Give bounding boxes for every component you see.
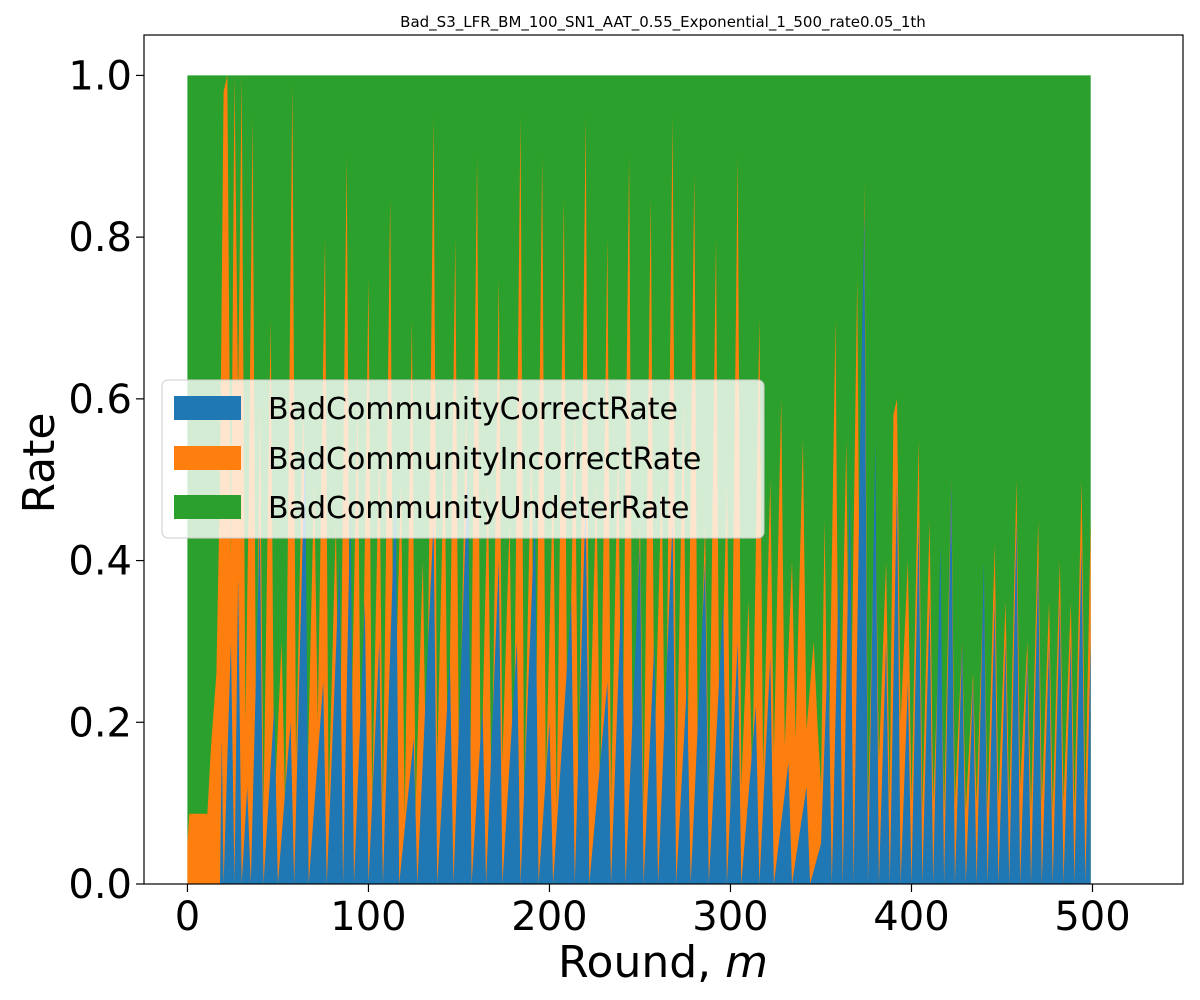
x-axis-label-italic: m [725,937,768,988]
x-axis-label-text: Round, [558,937,725,988]
x-tick-label: 0 [175,894,200,940]
legend-label-correct: BadCommunityCorrectRate [268,392,678,427]
y-tick-label: 0.6 [68,377,132,423]
y-tick-label: 0.8 [68,215,132,261]
y-tick-label: 1.0 [68,53,132,99]
x-axis-label: Round, m [558,937,768,988]
x-tick-label: 200 [511,894,587,940]
x-tick-label: 300 [692,894,768,940]
legend: BadCommunityCorrectRate BadCommunityInco… [161,379,765,539]
y-tick-label: 0.2 [68,700,132,746]
x-tick-label: 100 [330,894,406,940]
y-tick-label: 0.0 [68,862,132,908]
x-axis: 0 100 200 300 400 500 [175,884,1131,940]
x-tick-label: 400 [873,894,949,940]
y-tick-label: 0.4 [68,539,132,585]
legend-swatch-undeter [174,495,241,519]
y-axis-label: Rate [14,413,65,514]
plot-frame [143,34,1184,885]
y-axis: 0.0 0.2 0.4 0.6 0.8 1.0 [68,53,144,908]
x-tick-label: 500 [1054,894,1130,940]
legend-label-undeter: BadCommunityUndeterRate [268,491,689,526]
legend-label-incorrect: BadCommunityIncorrectRate [268,442,701,477]
legend-box [161,379,765,539]
legend-swatch-incorrect [174,446,241,470]
chart-title: Bad_S3_LFR_BM_100_SN1_AAT_0.55_Exponenti… [400,13,926,32]
legend-swatch-correct [174,396,241,420]
correct-rate-area [187,212,1091,884]
